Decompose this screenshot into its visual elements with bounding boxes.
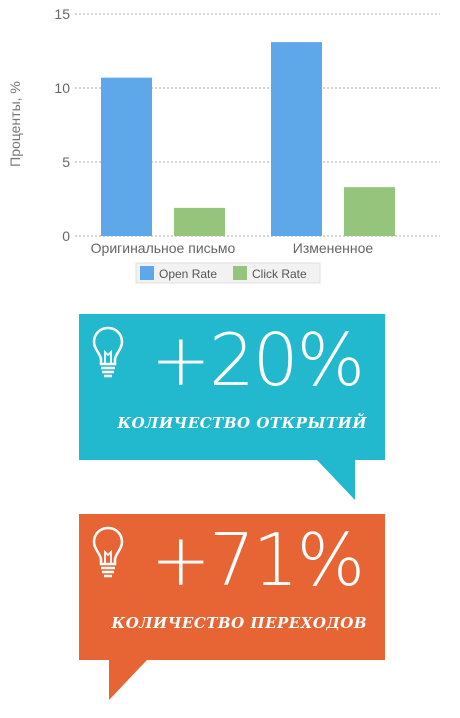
y-tick-label: 10 xyxy=(54,80,70,96)
bar-click-rate xyxy=(174,207,225,236)
callout-box xyxy=(79,314,385,460)
open-rate-value: +20% xyxy=(150,318,365,402)
x-tick-label: Измененное xyxy=(293,240,374,256)
y-axis-label: Проценты, % xyxy=(7,81,23,167)
legend-swatch xyxy=(233,266,247,280)
x-tick-label: Оригинальное письмо xyxy=(91,240,236,256)
y-tick-label: 5 xyxy=(62,154,70,170)
callout-tail xyxy=(109,660,147,700)
y-tick-label: 15 xyxy=(54,6,70,22)
x-axis-ticks: Оригинальное письмо Измененное xyxy=(91,240,374,256)
lightbulb-icon xyxy=(92,526,124,578)
legend-box xyxy=(135,262,321,284)
bars xyxy=(101,42,395,237)
bar-click-rate xyxy=(344,187,395,236)
y-tick-label: 0 xyxy=(62,228,70,244)
click-rate-value: +71% xyxy=(150,518,365,602)
callout-tail xyxy=(317,460,355,500)
legend-label: Open Rate xyxy=(159,267,217,281)
bar-chart: 0 5 10 15 Оригинальное письмо Измененное Про… xyxy=(7,6,440,284)
open-rate-caption: КОЛИЧЕСТВО ОТКРЫТИЙ xyxy=(117,414,367,432)
legend-label: Click Rate xyxy=(252,267,307,281)
open-rate-callout: +20% КОЛИЧЕСТВО ОТКРЫТИЙ xyxy=(79,314,385,500)
legend: Open Rate Click Rate xyxy=(135,262,321,284)
click-rate-callout: +71% КОЛИЧЕСТВО ПЕРЕХОДОВ xyxy=(79,514,385,700)
y-axis-ticks: 0 5 10 15 xyxy=(54,6,70,244)
lightbulb-icon xyxy=(92,326,124,378)
bar-open-rate xyxy=(101,77,152,236)
legend-swatch xyxy=(140,266,154,280)
bar-open-rate xyxy=(271,42,322,237)
click-rate-caption: КОЛИЧЕСТВО ПЕРЕХОДОВ xyxy=(111,614,367,632)
callout-box xyxy=(79,514,385,660)
